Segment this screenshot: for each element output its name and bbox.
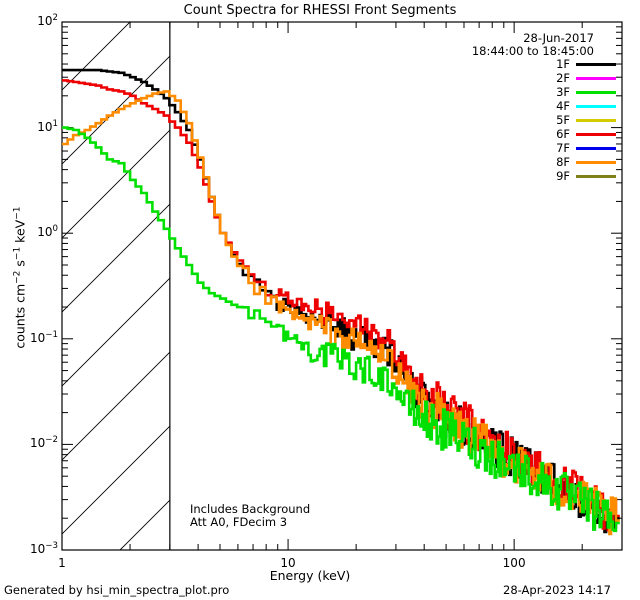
legend-item-4f: 4F [452, 99, 622, 113]
legend-item-7f: 7F [452, 141, 622, 155]
legend-label: 6F [556, 126, 570, 141]
plot-frame [61, 21, 623, 551]
footer-timestamp: 28-Apr-2023 14:17 [503, 583, 611, 597]
legend: 28-Jun-2017 18:44:00 to 18:45:00 1F 2F 3F 4… [452, 32, 622, 183]
y-tick-label: 10−3 [30, 541, 58, 556]
legend-color-swatch [576, 76, 616, 80]
legend-label: 8F [556, 154, 570, 169]
x-axis-label: Energy (keV) [269, 568, 351, 583]
y-tick-label: 101 [37, 118, 58, 134]
x-tick-label: 10 [280, 556, 296, 570]
legend-color-swatch [576, 62, 616, 66]
legend-item-1f: 1F [452, 57, 622, 71]
footer-generator: Generated by hsi_min_spectra_plot.pro [4, 583, 230, 597]
legend-rows: 1F 2F 3F 4F 5F 6F 7F 8F 9F [452, 57, 622, 183]
legend-color-swatch [576, 132, 616, 136]
legend-label: 9F [556, 168, 570, 183]
legend-color-swatch [576, 160, 616, 164]
legend-color-swatch [576, 90, 616, 94]
legend-date: 28-Jun-2017 [523, 31, 594, 45]
legend-label: 3F [556, 84, 570, 99]
y-tick-label: 10−2 [30, 435, 58, 451]
legend-color-swatch [576, 118, 616, 122]
legend-color-swatch [576, 104, 616, 108]
legend-label: 5F [556, 112, 570, 127]
annotation-line-1: Includes Background [190, 502, 311, 516]
spectrum-curve-3f [62, 126, 620, 533]
legend-item-9f: 9F [452, 169, 622, 183]
legend-item-6f: 6F [452, 127, 622, 141]
legend-interval: 18:44:00 to 18:45:00 [471, 43, 594, 58]
x-tick-label: 1 [58, 556, 66, 570]
legend-color-swatch [576, 146, 616, 150]
y-tick-label: 102 [37, 13, 58, 28]
legend-item-5f: 5F [452, 113, 622, 127]
plot-annotations: Includes Background Att A0, FDecim 3 [190, 503, 310, 529]
legend-item-8f: 8F [452, 155, 622, 169]
legend-label: 1F [556, 56, 570, 71]
page-title: Count Spectra for RHESSI Front Segments [183, 3, 457, 18]
y-axis-label: counts cm−2 s−1 keV−1 [12, 206, 28, 349]
excluded-energy-hatch-region [62, 22, 170, 550]
legend-label: 7F [556, 140, 570, 155]
x-tick-label: 100 [502, 556, 526, 570]
legend-item-2f: 2F [452, 71, 622, 85]
y-tick-label: 10−1 [30, 329, 58, 345]
annotation-line-2: Att A0, FDecim 3 [190, 515, 288, 529]
legend-label: 4F [556, 98, 570, 113]
y-tick-label: 100 [37, 224, 58, 240]
legend-item-3f: 3F [452, 85, 622, 99]
legend-color-swatch [576, 174, 616, 178]
legend-label: 2F [556, 70, 570, 85]
